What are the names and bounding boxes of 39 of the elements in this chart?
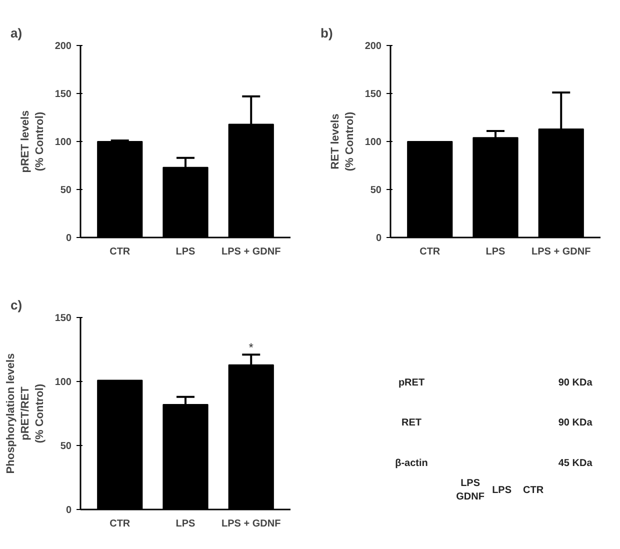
chart-title: b) xyxy=(320,26,333,40)
text: LPS GDNF xyxy=(456,478,484,502)
y-tick-label: 100 xyxy=(364,137,382,148)
text: pRET xyxy=(398,377,425,388)
x-tick-label: CTR xyxy=(420,246,441,258)
text: β-actin xyxy=(395,458,428,469)
text: RET xyxy=(402,418,422,429)
y-tick-label: 150 xyxy=(364,89,382,100)
y-tick-label: 50 xyxy=(60,441,72,452)
y-tick-label: 100 xyxy=(54,137,72,148)
y-tick-label: 0 xyxy=(376,233,382,244)
text: 90 KDa xyxy=(558,418,593,429)
y-axis-title: Phosphorylation levels pRET/RET (% Control) xyxy=(5,353,46,474)
text: 45 KDa xyxy=(558,458,593,469)
y-tick-label: 50 xyxy=(60,185,72,196)
x-tick-label: CTR xyxy=(110,518,131,530)
y-tick-label: 0 xyxy=(66,233,72,244)
y-axis-title: RET levels (% Control) xyxy=(329,112,356,172)
chart-title: a) xyxy=(10,26,22,40)
y-tick-label: 200 xyxy=(54,41,72,52)
text: LPS xyxy=(492,484,512,496)
x-tick-label: LPS xyxy=(176,246,196,258)
text: 90 KDa xyxy=(558,377,593,388)
x-tick-label: LPS + GDNF xyxy=(222,246,281,258)
chart-title: c) xyxy=(10,298,22,312)
y-tick-label: 100 xyxy=(54,377,72,388)
annotation: * xyxy=(248,340,254,355)
y-tick-label: 200 xyxy=(364,41,382,52)
x-tick-label: LPS + GDNF xyxy=(222,518,281,530)
y-tick-label: 50 xyxy=(370,185,382,196)
y-tick-label: 150 xyxy=(54,313,72,324)
y-tick-label: 150 xyxy=(54,89,72,100)
text: CTR xyxy=(523,484,544,496)
x-tick-label: LPS xyxy=(486,246,506,258)
x-tick-label: CTR xyxy=(110,246,131,258)
y-tick-label: 0 xyxy=(66,505,72,516)
x-tick-label: LPS + GDNF xyxy=(532,246,591,258)
x-tick-label: LPS xyxy=(176,518,196,530)
y-axis-title: pRET levels (% Control) xyxy=(19,110,46,173)
